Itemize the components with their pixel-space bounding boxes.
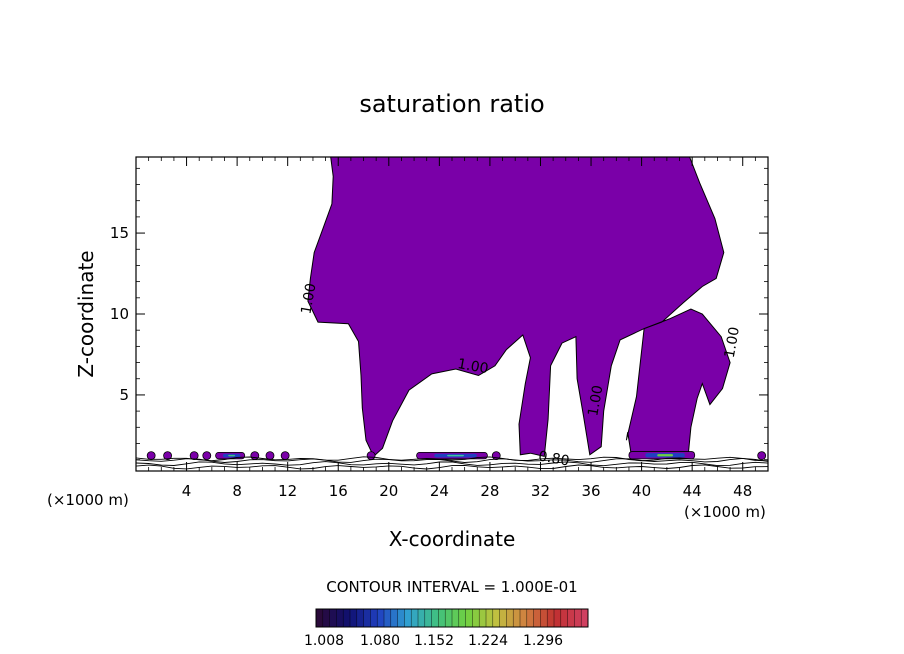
colorbar-tick-label: 1.296 [523,633,563,649]
surface-contour-line [135,464,769,470]
colorbar-swatch [377,609,385,627]
contour-label: 1.00 [722,326,743,359]
surface-contours [135,456,769,470]
colorbar-swatch [431,609,439,627]
colorbar-swatch [492,609,501,627]
colorbar-swatch [567,609,575,627]
colorbar-swatch [547,609,555,627]
contour-label: 1.00 [456,356,489,377]
surface-patch-peak [228,454,236,457]
colorbar-swatch [411,609,419,627]
contour-label: 0.80 [537,448,570,469]
colorbar-swatch [384,609,392,627]
surface-patch-peak [447,454,465,457]
contour-label: 1.00 [298,282,319,315]
colorbar-swatch [370,609,378,627]
chart-title: saturation ratio [359,90,544,118]
colorbar-swatch [452,609,460,627]
colorbar-swatch [343,609,351,627]
colorbar-swatch [520,609,528,627]
surface-cell [163,451,173,461]
x-tick-label: 16 [329,482,348,500]
colorbar-swatch [336,609,344,627]
x-tick-label: 28 [480,482,499,500]
surface-cell [280,451,290,461]
colorbar-swatch [329,609,337,627]
x-axis-label: X-coordinate [389,527,516,551]
surface-cell [757,451,767,461]
colorbar-swatch [506,609,514,627]
x-tick-label: 44 [683,482,702,500]
colorbar-tick-label: 1.008 [304,633,344,649]
surface-cell [265,451,275,461]
colorbar-swatch [526,609,535,627]
surface-patch-peak [657,454,673,457]
x-unit-right: (×1000 m) [684,503,766,521]
colorbar-swatch [397,609,405,627]
colorbar-swatch [486,609,494,627]
colorbar-swatch [316,609,324,627]
colorbar-swatch [513,609,521,627]
colorbar-swatch [404,609,412,627]
colorbar-swatch [540,609,548,627]
x-tick-label: 32 [531,482,550,500]
colorbar-swatch [472,609,480,627]
x-axis-ticks: 4 8 12 16 20 24 28 32 36 40 44 48 [148,157,756,500]
colorbar-swatch [581,609,589,627]
colorbar-tick-label: 1.224 [468,633,508,649]
colorbar-swatch [499,609,507,627]
colorbar-swatch [533,609,541,627]
colorbar [315,608,589,628]
colorbar-swatch [574,609,582,627]
x-tick-label: 36 [581,482,600,500]
surface-contour-line [135,456,769,462]
y-tick-label: 15 [110,224,129,242]
colorbar-tick-label: 1.080 [360,633,400,649]
surface-contour-line [135,461,769,467]
colorbar-swatch [418,609,426,627]
x-tick-label: 24 [430,482,449,500]
surface-cell [250,451,260,461]
surface-cell [146,451,156,461]
colorbar-swatch [438,609,446,627]
colorbar-tick-label: 1.152 [414,633,454,649]
colorbar-swatch [479,609,487,627]
supersaturated-region [297,156,731,459]
y-tick-label: 10 [110,305,129,323]
colorbar-swatch [390,609,399,627]
x-tick-label: 48 [733,482,752,500]
colorbar-swatch [424,609,433,627]
colorbar-swatch [350,609,358,627]
x-tick-label: 4 [182,482,192,500]
colorbar-swatch [560,609,569,627]
colorbar-swatch [445,609,453,627]
colorbar-swatch [465,609,473,627]
colorbar-swatch [363,609,371,627]
colorbar-tick-labels: 1.008 1.080 1.152 1.224 1.296 [304,633,563,649]
y-axis-label: Z-coordinate [74,250,98,377]
x-tick-label: 8 [232,482,242,500]
colorbar-swatch [458,609,467,627]
contour-label: 1.00 [585,384,606,417]
colorbar-frame [315,608,589,628]
x-unit-left: (×1000 m) [47,491,129,509]
colorbar-swatch [322,609,331,627]
surface-cell [202,451,212,461]
x-tick-label: 20 [379,482,398,500]
x-tick-label: 12 [278,482,297,500]
contour-interval-label: CONTOUR INTERVAL = 1.000E-01 [326,578,577,596]
contour-field [146,156,767,461]
contour-labels: 1.00 1.00 1.00 1.00 0.80 [298,282,743,470]
x-tick-label: 40 [632,482,651,500]
colorbar-swatch [356,609,365,627]
colorbar-swatch [554,609,562,627]
surface-cell [366,451,376,461]
surface-contour-line [135,457,769,463]
y-tick-label: 5 [119,386,129,404]
y-axis-ticks: 5 10 15 [110,167,768,461]
